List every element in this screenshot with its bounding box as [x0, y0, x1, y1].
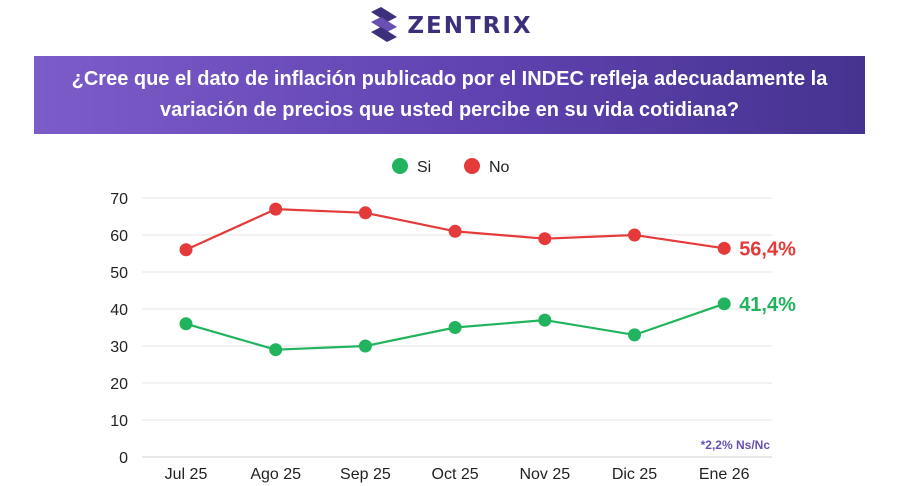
- x-tick-label: Oct 25: [432, 466, 479, 483]
- footnote: *2,2% Ns/Nc: [701, 438, 771, 452]
- data-point-si: [717, 297, 731, 311]
- data-point-no: [628, 228, 641, 242]
- legend-label-si: Si: [417, 159, 431, 176]
- data-point-no: [358, 206, 372, 220]
- data-point-no: [448, 224, 462, 238]
- legend-label-no: No: [489, 159, 510, 176]
- brand-name: ZENTRIX: [407, 13, 533, 39]
- x-tick-label: Ago 25: [250, 466, 301, 483]
- y-tick-label: 50: [110, 265, 128, 282]
- data-point-no: [538, 232, 552, 246]
- x-tick-label: Jul 25: [165, 466, 208, 483]
- line-chart: 0 10 20 30 40 50 60 70 Jul 25 Ago 25 Sep 25 Oct 25 N…: [110, 158, 796, 483]
- legend-marker-no: [464, 158, 480, 174]
- x-tick-label: Nov 25: [519, 466, 570, 483]
- end-label-no: 56,4%: [739, 238, 796, 260]
- brand-logo: ZENTRIX: [0, 4, 900, 48]
- data-point-si: [269, 343, 283, 357]
- question-banner: ¿Cree que el dato de inflación publicado…: [34, 56, 865, 134]
- data-point-no: [717, 241, 731, 255]
- data-point-si: [538, 313, 552, 327]
- y-tick-label: 60: [110, 228, 128, 245]
- data-point-si: [448, 321, 462, 334]
- y-tick-label: 70: [110, 191, 128, 208]
- question-text: ¿Cree que el dato de inflación publicado…: [71, 68, 828, 121]
- y-tick-label: 20: [110, 376, 128, 393]
- y-tick-label: 10: [110, 413, 128, 430]
- x-tick-label: Ene 26: [699, 466, 750, 483]
- x-tick-label: Dic 25: [612, 466, 657, 483]
- data-point-si: [358, 339, 372, 353]
- data-point-no: [179, 243, 193, 257]
- data-point-no: [269, 202, 283, 216]
- data-point-si: [628, 328, 641, 342]
- end-label-si: 41,4%: [739, 294, 796, 316]
- y-tick-label: 0: [119, 450, 128, 467]
- x-tick-label: Sep 25: [340, 466, 391, 483]
- legend-marker-si: [392, 158, 408, 174]
- data-point-si: [179, 317, 193, 331]
- y-tick-label: 40: [110, 302, 128, 319]
- y-tick-label: 30: [110, 339, 128, 356]
- zentrix-logo-icon: [371, 7, 398, 42]
